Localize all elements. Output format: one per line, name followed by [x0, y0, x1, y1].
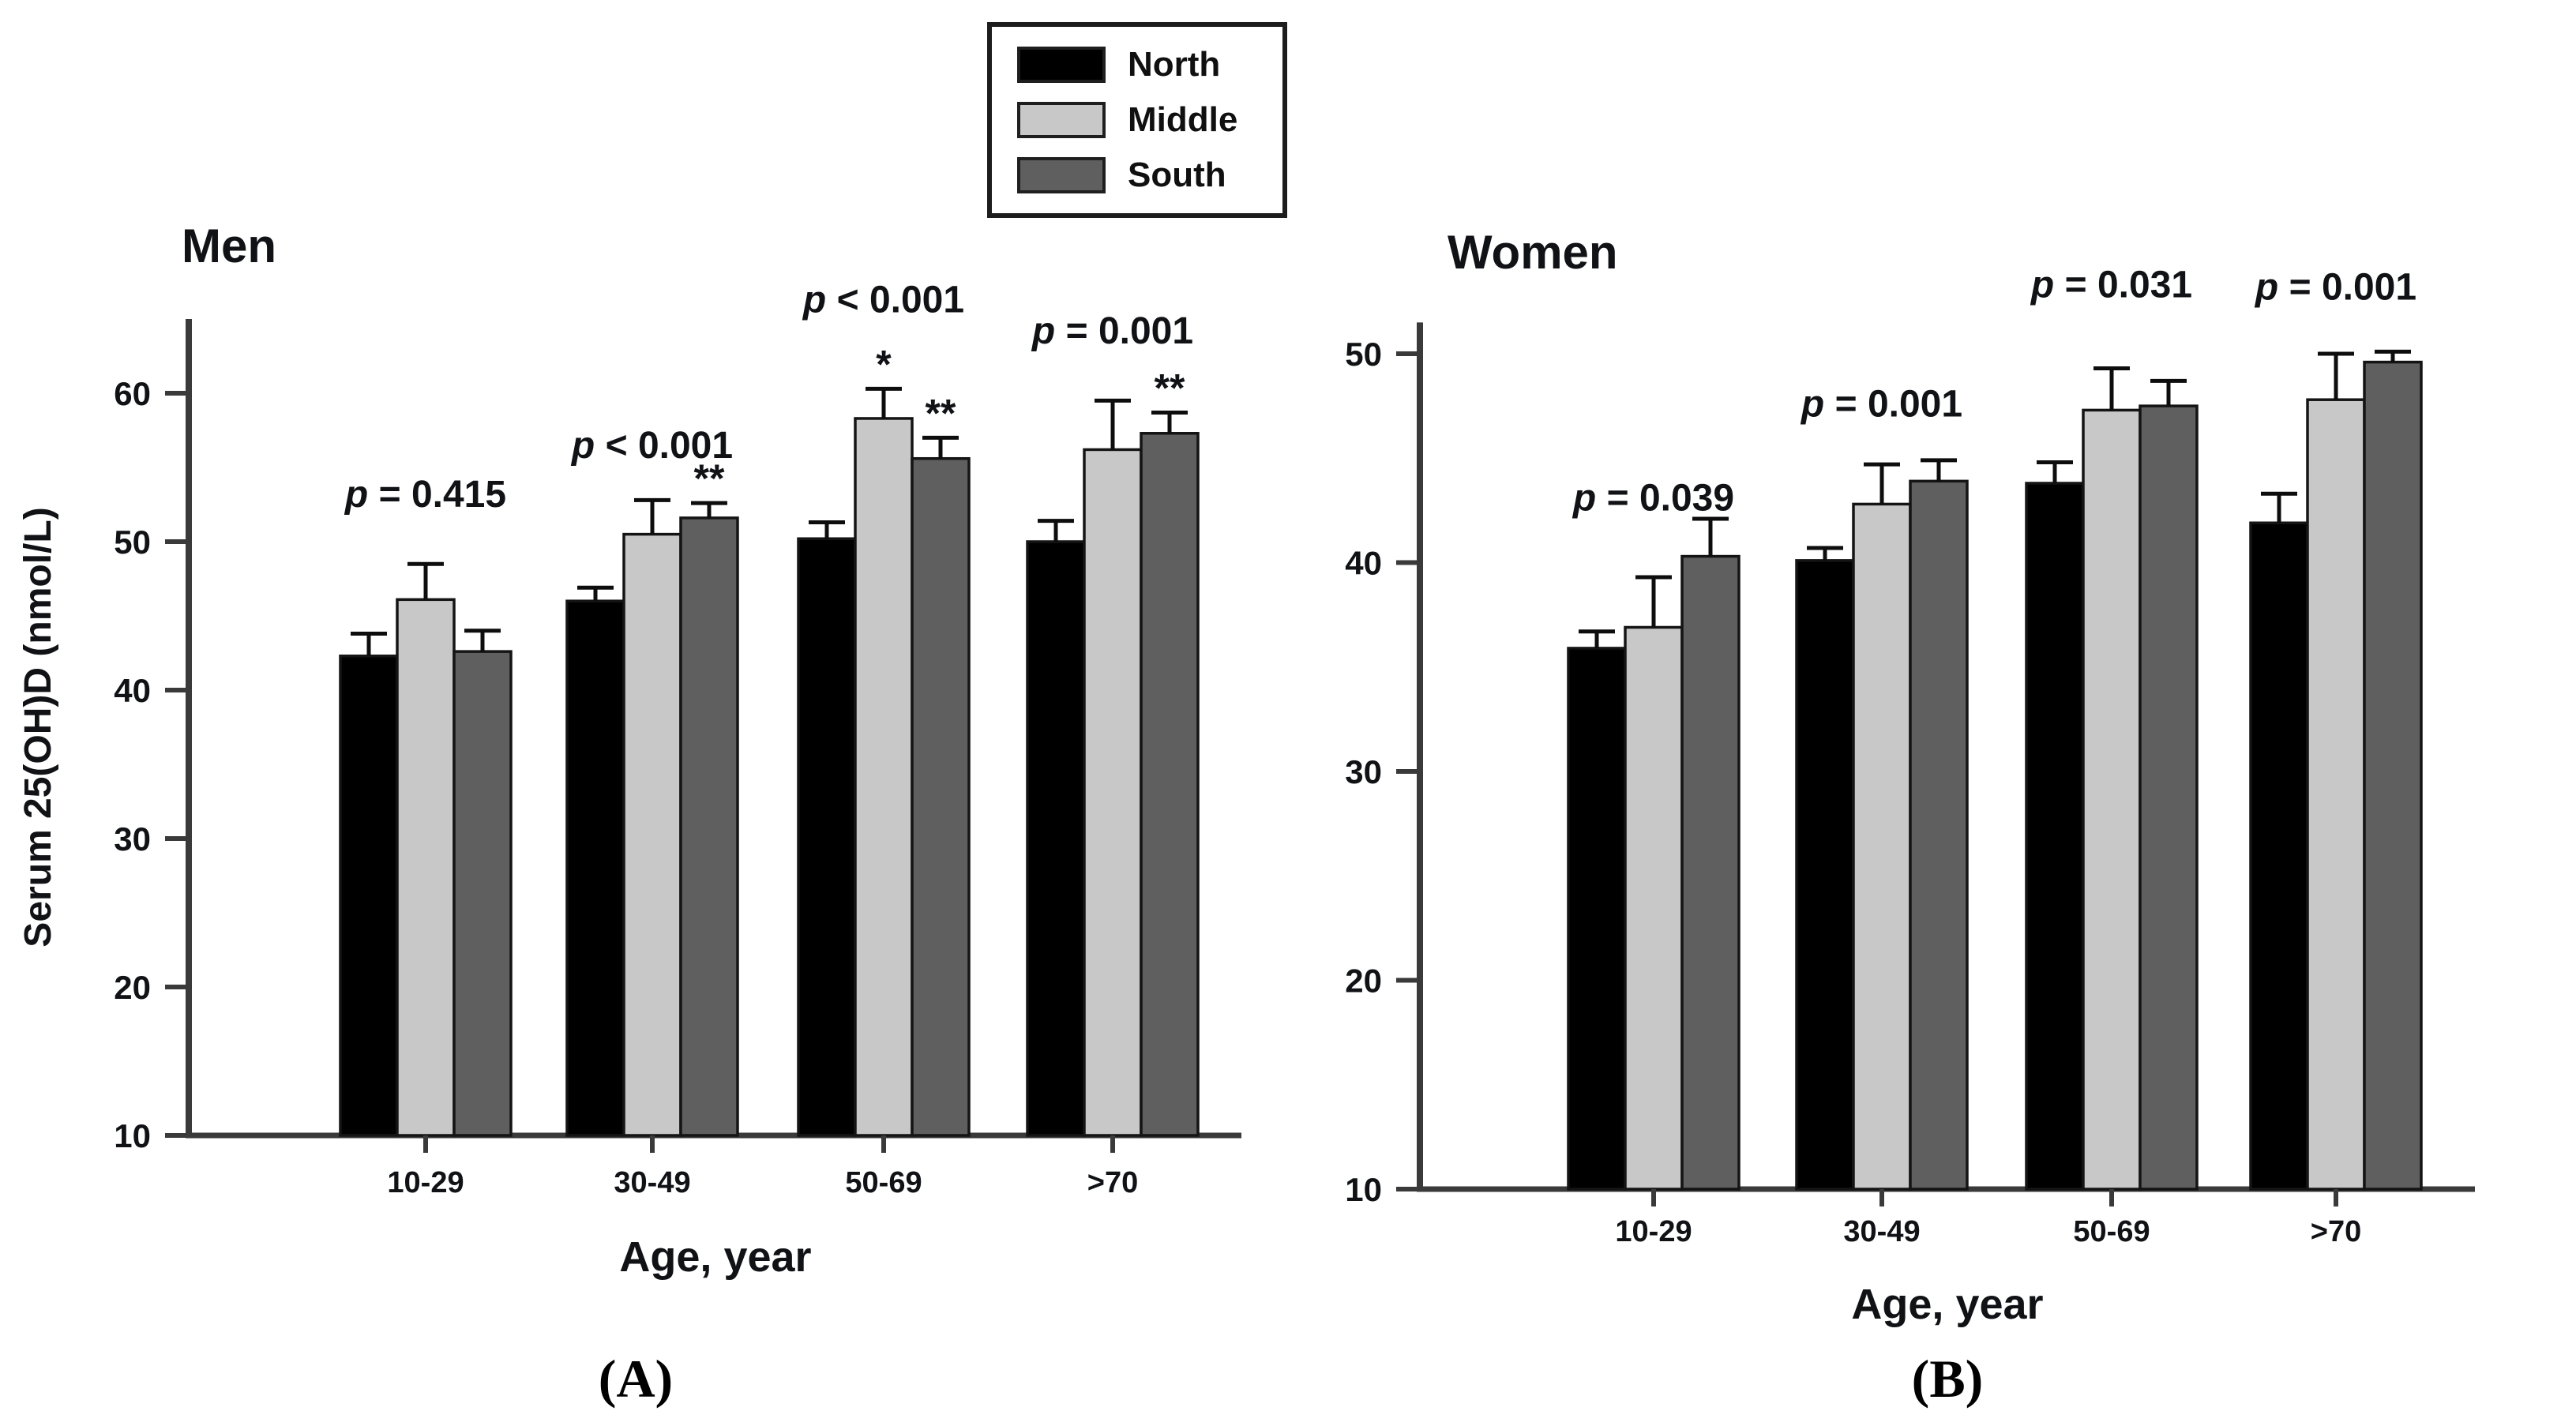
y-tick-label-men: 60 — [114, 375, 151, 412]
bar-middle->70 — [1083, 448, 1143, 1137]
bar-middle-10-29 — [396, 598, 456, 1137]
bar-north-30-49 — [1795, 559, 1855, 1191]
bar-north-10-29 — [339, 655, 399, 1137]
x-axis-label-men: Age, year — [619, 1233, 811, 1281]
panel-label-a: (A) — [598, 1349, 674, 1409]
x-tick-label-men: 50-69 — [845, 1166, 922, 1199]
legend-swatch-south — [1017, 157, 1106, 193]
bar-middle-30-49 — [1852, 502, 1912, 1191]
bar-middle->70 — [2306, 398, 2366, 1191]
x-tick-label-women: 10-29 — [1615, 1215, 1692, 1248]
y-tick-label-men: 20 — [114, 969, 151, 1006]
y-tick-label-women: 10 — [1345, 1171, 1382, 1208]
p-value-label-men: p < 0.001 — [570, 425, 733, 467]
p-value-label-women: p = 0.001 — [2254, 266, 2416, 308]
significance-stars-men: ** — [694, 456, 725, 501]
bar-south-50-69 — [911, 456, 971, 1137]
bar-south-30-49 — [1909, 479, 1969, 1191]
bar-north-50-69 — [2025, 482, 2085, 1191]
legend-label-middle: Middle — [1128, 100, 1238, 139]
p-value-label-men: p = 0.001 — [1031, 310, 1193, 352]
p-value-label-women: p = 0.001 — [1800, 383, 1962, 425]
bar-south-30-49 — [679, 516, 739, 1137]
chart-title-men: Men — [182, 220, 276, 272]
y-tick-label-women: 40 — [1345, 545, 1382, 582]
significance-stars-men: ** — [1155, 366, 1185, 410]
bar-north-50-69 — [797, 537, 857, 1137]
y-tick-label-women: 20 — [1345, 963, 1382, 1000]
y-axis-label-men: Serum 25(OH)D (nmol/L) — [17, 507, 59, 947]
y-tick-label-men: 30 — [114, 820, 151, 857]
legend-item-middle: Middle — [1017, 102, 1282, 138]
p-value-label-men: p = 0.415 — [344, 474, 506, 516]
bar-north-10-29 — [1567, 647, 1627, 1191]
bar-middle-50-69 — [2082, 408, 2142, 1191]
chart-title-women: Women — [1448, 226, 1618, 279]
bar-middle-50-69 — [854, 417, 914, 1137]
y-tick-label-men: 40 — [114, 672, 151, 709]
bar-north->70 — [2249, 521, 2309, 1191]
p-value-label-women: p = 0.039 — [1572, 478, 1734, 520]
x-axis-label-women: Age, year — [1851, 1281, 2043, 1328]
bar-south-10-29 — [1680, 554, 1740, 1191]
legend-label-north: North — [1128, 45, 1221, 84]
bar-south-10-29 — [452, 650, 513, 1137]
x-tick-label-women: >70 — [2311, 1215, 2361, 1248]
panel-label-b: (B) — [1911, 1349, 1984, 1409]
bar-south-50-69 — [2139, 404, 2199, 1191]
x-tick-label-women: 30-49 — [1843, 1215, 1920, 1248]
legend-item-north: North — [1017, 47, 1282, 83]
y-tick-label-men: 50 — [114, 523, 151, 561]
x-tick-label-women: 50-69 — [2073, 1215, 2150, 1248]
x-tick-label-men: 10-29 — [387, 1166, 464, 1199]
bar-north->70 — [1026, 540, 1086, 1137]
legend-swatch-north — [1017, 47, 1106, 83]
bar-south->70 — [2363, 360, 2423, 1191]
bar-middle-30-49 — [622, 532, 682, 1137]
y-tick-label-women: 50 — [1345, 336, 1382, 373]
legend-item-south: South — [1017, 157, 1282, 193]
legend-label-south: South — [1128, 156, 1226, 194]
x-tick-label-men: 30-49 — [614, 1166, 690, 1199]
bar-north-30-49 — [565, 599, 625, 1137]
bar-south->70 — [1140, 432, 1200, 1137]
significance-stars-men: * — [876, 342, 892, 386]
legend-swatch-middle — [1017, 102, 1106, 138]
y-tick-label-men: 10 — [114, 1117, 151, 1154]
x-tick-label-men: >70 — [1087, 1166, 1138, 1199]
bar-middle-10-29 — [1624, 625, 1684, 1191]
legend: North Middle South — [987, 22, 1287, 218]
p-value-label-women: p = 0.031 — [2030, 265, 2192, 306]
significance-stars-men: ** — [926, 391, 956, 435]
y-tick-label-women: 30 — [1345, 753, 1382, 790]
p-value-label-men: p < 0.001 — [802, 280, 964, 321]
